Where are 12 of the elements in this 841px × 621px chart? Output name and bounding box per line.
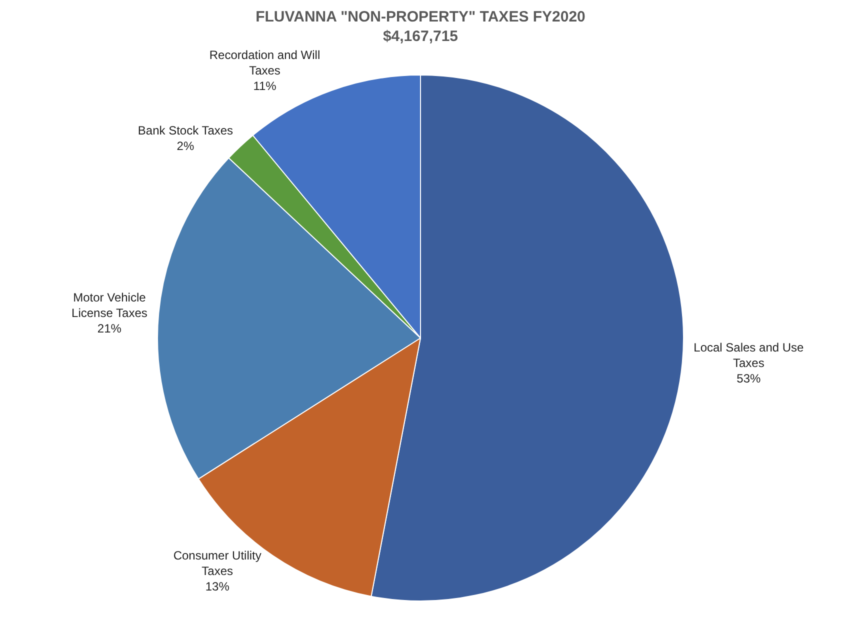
chart-subtitle: $4,167,715 (382, 28, 458, 46)
data-label: 21% (97, 322, 122, 336)
data-label: 53% (736, 372, 762, 386)
slice-label: Bank Stock Taxes (138, 124, 234, 138)
slice-label: Consumer Utility Taxes (173, 548, 262, 578)
data-label: 13% (205, 580, 230, 594)
data-label: 11% (253, 79, 277, 94)
data-label: 2% (176, 139, 194, 154)
slice-label: Recordation and Will Taxes (209, 48, 320, 78)
slice-label: Motor Vehicle License Taxes (72, 290, 148, 320)
chart-title: FLUVANNA "NON-PROPERTY" TAXES FY2020 (256, 8, 586, 26)
slice-label: Local Sales and Use Taxes (694, 340, 804, 370)
